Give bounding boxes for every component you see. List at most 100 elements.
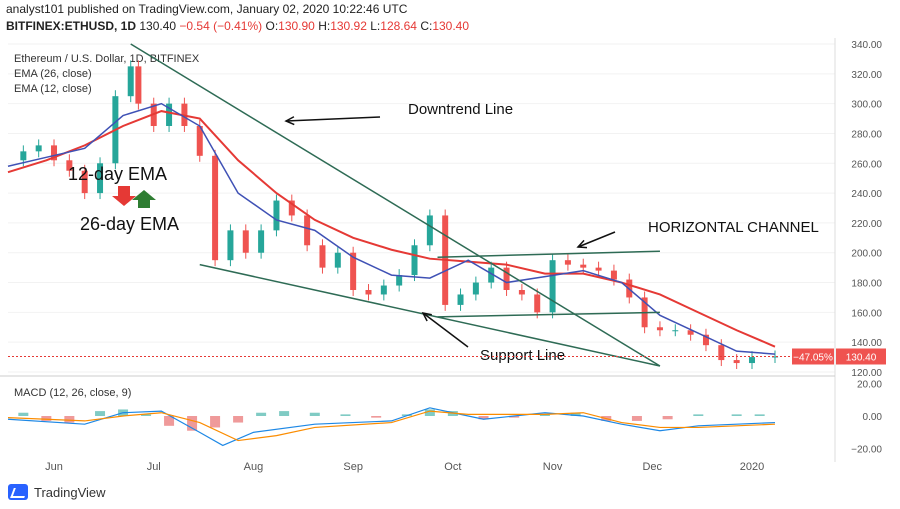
y-tick-label: 220.00: [851, 219, 882, 230]
macd-bar: [64, 416, 75, 423]
candle-body: [488, 267, 495, 283]
open-value: 130.90: [278, 19, 315, 33]
candle-body: [610, 270, 617, 280]
support-label: Support Line: [480, 347, 565, 364]
y-tick-label: 320.00: [851, 70, 882, 81]
candle-body: [518, 290, 525, 295]
candle-body: [503, 267, 510, 290]
candle-body: [242, 230, 249, 253]
macd-bar: [754, 414, 765, 416]
signal-line: [7, 410, 776, 442]
macd-bar: [631, 416, 642, 421]
y-tick-label: 280.00: [851, 129, 882, 140]
macd-bar: [509, 416, 520, 418]
y-tick-label: 240.00: [851, 189, 882, 200]
macd-bar: [233, 416, 244, 423]
macd-bar: [424, 409, 435, 416]
candle-body: [166, 103, 173, 126]
high-value: 130.92: [330, 19, 367, 33]
candle-body: [672, 330, 679, 332]
channel-arrow-head: [576, 239, 588, 249]
brand-name: TradingView: [34, 484, 106, 500]
candle-body: [350, 252, 357, 290]
macd-bar: [371, 416, 382, 418]
candle-body: [227, 230, 234, 261]
candle-body: [81, 170, 88, 194]
macd-bar: [309, 412, 320, 416]
candle-body: [196, 126, 203, 156]
macd-bar: [539, 414, 550, 416]
x-tick-label: Aug: [244, 461, 264, 473]
candle-body: [135, 66, 142, 104]
pct-badge: [792, 348, 834, 365]
macd-bar: [187, 416, 198, 431]
y-tick-label: 160.00: [851, 308, 882, 319]
candle-body: [304, 215, 311, 246]
macd-bar: [693, 414, 704, 416]
macd-bar: [662, 416, 673, 420]
publisher-line: analyst101 published on TradingView.com,…: [6, 2, 408, 16]
symbol: BITFINEX:ETHUSD, 1D: [6, 19, 137, 33]
downtrend-label: Downtrend Line: [408, 101, 513, 118]
y-tick-label: 340.00: [851, 40, 882, 51]
macd-bar: [340, 414, 351, 416]
macd-title: MACD (12, 26, close, 9): [14, 387, 131, 399]
channel-top-line: [437, 250, 660, 258]
macd-bar: [95, 411, 106, 416]
price-label: 130.40: [846, 352, 877, 363]
price-change: −0.54 (−0.41%): [179, 19, 263, 33]
candle-body: [426, 215, 433, 246]
candle-body: [334, 252, 341, 268]
candle-body: [595, 267, 602, 271]
y-tick-label: 140.00: [851, 338, 882, 349]
candle-body: [748, 357, 755, 364]
ema26-line: [7, 110, 776, 348]
y-tick-label: 120.00: [851, 368, 882, 379]
channel-arrow: [577, 231, 616, 248]
candle-body: [580, 264, 587, 268]
candle-body: [288, 200, 295, 216]
candle-body: [772, 356, 778, 358]
macd-y-tick: −20.00: [851, 445, 882, 456]
x-tick-label: Oct: [444, 461, 461, 473]
support-line: [199, 263, 661, 367]
macd-bar: [210, 416, 221, 428]
downtrend-arrow-head: [284, 116, 295, 126]
candle-body: [396, 275, 403, 286]
price-badge: [836, 348, 886, 365]
candle-body: [35, 145, 42, 152]
candle-body: [457, 294, 464, 305]
y-tick-label: 180.00: [851, 279, 882, 290]
legend-entry: EMA (26, close): [14, 68, 92, 80]
macd-y-tick: 0.00: [863, 412, 883, 423]
candle-body: [212, 155, 219, 261]
low-label: L:: [370, 19, 381, 33]
candle-body: [702, 334, 709, 346]
macd-bar: [256, 412, 267, 416]
candle-body: [97, 163, 104, 194]
support-arrow: [422, 312, 469, 348]
candle-body: [319, 245, 326, 268]
candle-body: [733, 360, 740, 364]
candle-body: [718, 345, 725, 361]
downtrend-line: [130, 43, 661, 367]
candle-body: [51, 145, 58, 161]
support-arrow-head: [421, 311, 432, 322]
macd-bar: [141, 414, 152, 416]
channel-bottom-line: [437, 311, 660, 318]
candle-body: [564, 260, 571, 265]
ema12-label: 12-day EMA: [68, 164, 167, 184]
x-tick-label: Jun: [45, 461, 63, 473]
pct-label: −47.05%: [793, 352, 833, 363]
close-label: C:: [420, 19, 433, 33]
macd-y-tick: 20.00: [857, 379, 882, 390]
footer: TradingView: [8, 484, 106, 500]
candle-body: [549, 260, 556, 313]
chart-title: Ethereum / U.S. Dollar, 1D, BITFINEX: [14, 53, 200, 65]
legend-entry: EMA (12, close): [14, 83, 92, 95]
x-tick-label: Sep: [343, 461, 363, 473]
y-tick-label: 300.00: [851, 100, 882, 111]
last-price: 130.40: [139, 19, 177, 33]
y-tick-label: 200.00: [851, 249, 882, 260]
